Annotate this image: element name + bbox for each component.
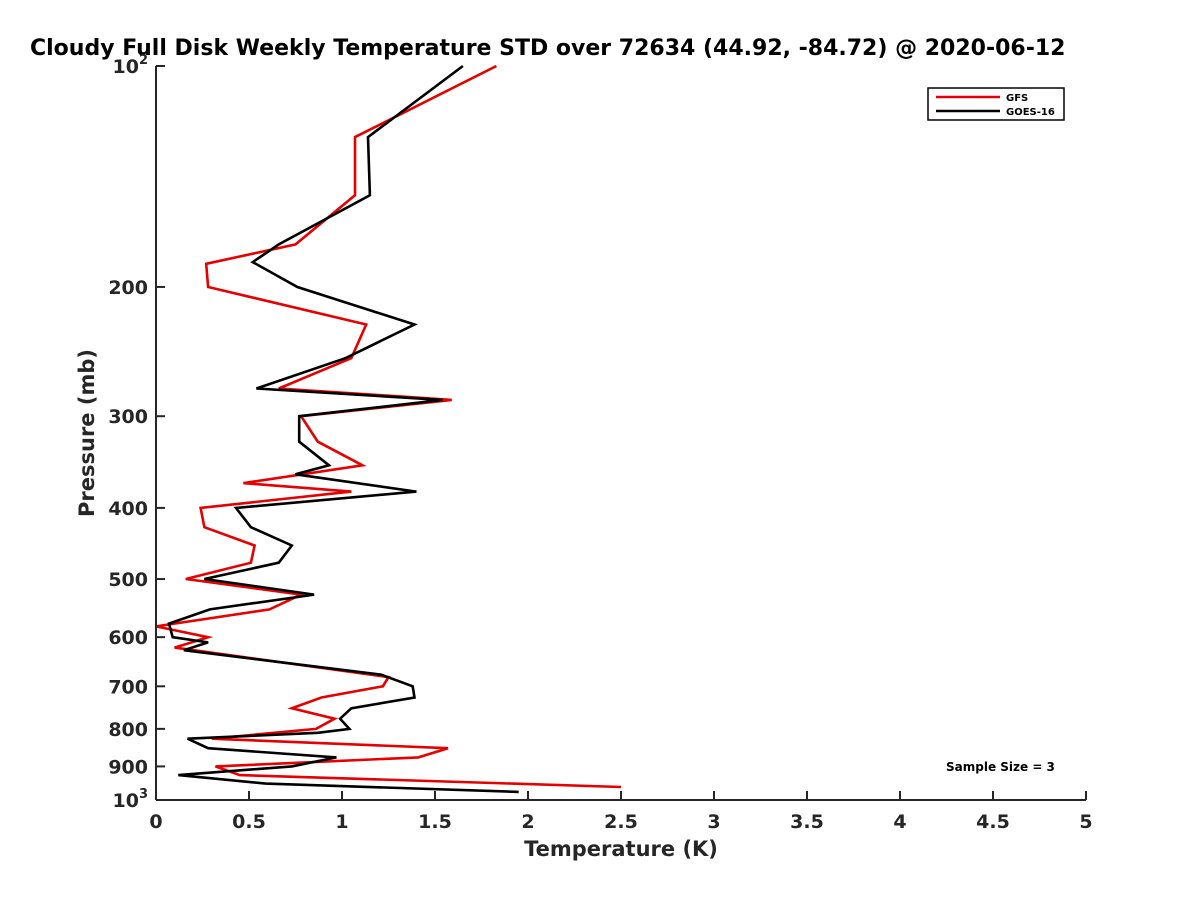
- x-tick-label: 0: [149, 811, 162, 833]
- y-tick-label: 900: [108, 756, 148, 778]
- y-tick-label: 600: [108, 627, 148, 649]
- legend-entry: GOES-16: [1006, 107, 1055, 118]
- y-tick-label: 500: [108, 569, 148, 591]
- x-tick-label: 2: [521, 811, 534, 833]
- plot-area: [156, 66, 1086, 800]
- x-tick-label: 3.5: [790, 811, 824, 833]
- x-tick-label: 4.5: [976, 811, 1010, 833]
- x-tick-label: 1: [335, 811, 348, 833]
- y-tick-label: 103: [113, 787, 149, 812]
- x-tick-label: 4: [893, 811, 906, 833]
- x-tick-label: 2.5: [604, 811, 638, 833]
- chart-title: Cloudy Full Disk Weekly Temperature STD …: [30, 36, 1065, 61]
- y-axis-label: Pressure (mb): [75, 349, 99, 517]
- y-axis-ticks: 102 200 300 400 500 600 700 800 900 103: [108, 53, 165, 812]
- series-line-goes-16: [167, 64, 519, 794]
- y-tick-label: 300: [108, 406, 148, 428]
- legend-entry: GFS: [1006, 93, 1028, 104]
- x-tick-label: 5: [1079, 811, 1092, 833]
- x-tick-label: 0.5: [232, 811, 266, 833]
- y-tick-label: 800: [108, 719, 148, 741]
- series-lines: [155, 64, 622, 794]
- x-axis-label: Temperature (K): [524, 837, 718, 861]
- x-tick-label: 1.5: [418, 811, 452, 833]
- y-tick-label: 102: [113, 53, 149, 78]
- sample-size-annotation: Sample Size = 3: [946, 760, 1055, 774]
- legend: GFS GOES-16: [927, 87, 1065, 121]
- series-line-gfs: [155, 64, 622, 789]
- y-tick-label: 700: [108, 676, 148, 698]
- x-tick-label: 3: [707, 811, 720, 833]
- x-axis-ticks: 0 0.5 1 1.5 2 2.5 3 3.5 4 4.5 5: [149, 791, 1093, 833]
- y-tick-label: 400: [108, 498, 148, 520]
- legend-box: [927, 87, 1065, 121]
- y-tick-label: 200: [108, 277, 148, 299]
